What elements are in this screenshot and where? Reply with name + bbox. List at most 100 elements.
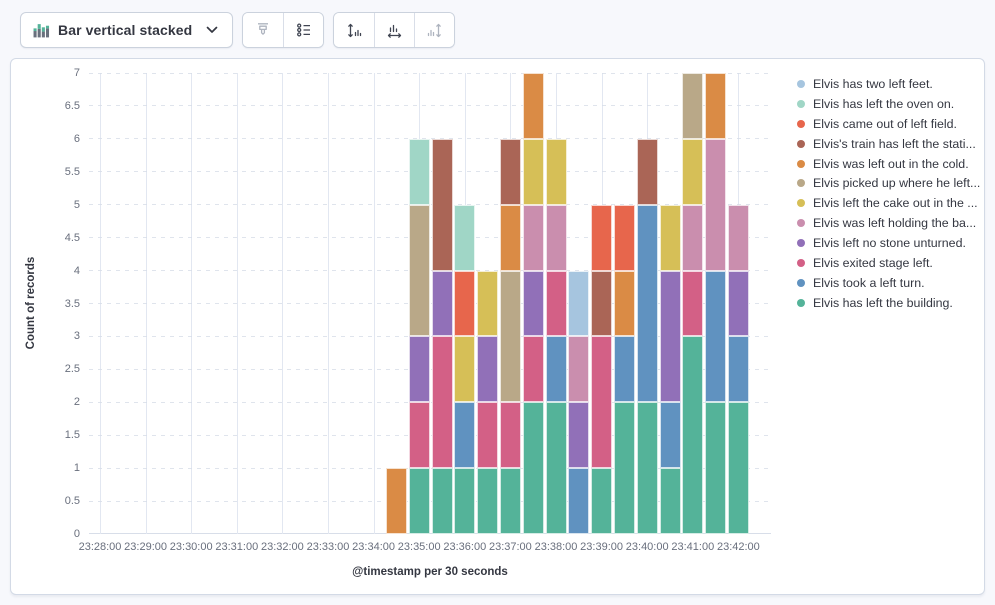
bar-segment[interactable]	[477, 336, 499, 403]
bar-segment[interactable]	[431, 138, 453, 271]
bar-segment[interactable]	[454, 270, 476, 337]
bar-segment[interactable]	[659, 468, 681, 534]
bar-segment[interactable]	[477, 270, 499, 337]
bar-segment[interactable]	[408, 204, 430, 337]
bar-segment[interactable]	[705, 402, 727, 534]
y-gridline	[89, 171, 771, 173]
visual-options-button[interactable]	[243, 13, 284, 47]
legend-label: Elvis exited stage left.	[813, 255, 933, 270]
legend-item[interactable]: Elvis's train has left the stati...	[785, 134, 980, 154]
bar-segment[interactable]	[499, 402, 521, 469]
right-axis-button[interactable]	[414, 13, 455, 47]
legend-item[interactable]: Elvis exited stage left.	[785, 253, 980, 273]
bar-segment[interactable]	[408, 402, 430, 469]
bar-segment[interactable]	[659, 270, 681, 403]
bar-segment[interactable]	[522, 73, 544, 139]
legend-item[interactable]: Elvis has left the oven on.	[785, 94, 980, 114]
y-gridline	[89, 368, 771, 370]
bar-segment[interactable]	[705, 138, 727, 271]
bar-segment[interactable]	[545, 336, 567, 403]
bar-segment[interactable]	[613, 270, 635, 337]
bar-segment[interactable]	[408, 468, 430, 534]
legend-item[interactable]: Elvis left the cake out in the ...	[785, 193, 980, 213]
legend-item[interactable]: Elvis picked up where he left...	[785, 173, 980, 193]
bar-segment[interactable]	[682, 138, 704, 205]
bar-segment[interactable]	[727, 336, 749, 403]
bar-segment[interactable]	[682, 270, 704, 337]
bar-segment[interactable]	[477, 402, 499, 469]
bar-segment[interactable]	[659, 402, 681, 469]
legend-settings-button[interactable]	[283, 13, 324, 47]
bar-segment[interactable]	[477, 468, 499, 534]
bar-segment[interactable]	[454, 468, 476, 534]
bar-segment[interactable]	[522, 204, 544, 271]
bar-segment[interactable]	[499, 270, 521, 403]
bar-segment[interactable]	[636, 204, 658, 403]
legend-item[interactable]: Elvis left no stone unturned.	[785, 233, 980, 253]
legend-item[interactable]: Elvis came out of left field.	[785, 114, 980, 134]
bar-segment[interactable]	[385, 468, 407, 534]
bar-segment[interactable]	[613, 204, 635, 271]
bar-segment[interactable]	[568, 468, 590, 534]
bar-segment[interactable]	[522, 270, 544, 337]
chart-toolbar: Bar vertical stacked	[20, 12, 456, 48]
bar-segment[interactable]	[727, 204, 749, 271]
legend-color-dot	[797, 298, 805, 307]
bar-segment[interactable]	[613, 336, 635, 403]
y-gridline	[89, 401, 771, 403]
bar-segment[interactable]	[499, 138, 521, 205]
bar-segment[interactable]	[705, 270, 727, 403]
bar-segment[interactable]	[522, 336, 544, 403]
bar-segment[interactable]	[408, 336, 430, 403]
bar-segment[interactable]	[727, 402, 749, 534]
legend-color-dot	[797, 239, 805, 248]
bar-segment[interactable]	[522, 138, 544, 205]
bar-segment[interactable]	[705, 73, 727, 139]
bar-segment[interactable]	[682, 73, 704, 139]
x-tick-label: 23:41:00	[671, 541, 715, 553]
chart-type-dropdown[interactable]: Bar vertical stacked	[20, 12, 234, 48]
bar-segment[interactable]	[568, 336, 590, 403]
bar-segment[interactable]	[499, 468, 521, 534]
bar-segment[interactable]	[454, 402, 476, 469]
legend-label: Elvis left no stone unturned.	[813, 236, 966, 251]
bar-segment[interactable]	[545, 204, 567, 271]
bar-segment[interactable]	[613, 402, 635, 534]
bar-segment[interactable]	[636, 402, 658, 534]
bar-segment[interactable]	[568, 402, 590, 469]
bar-segment[interactable]	[431, 468, 453, 534]
bar-segment[interactable]	[659, 204, 681, 271]
bar-segment[interactable]	[727, 270, 749, 337]
legend-item[interactable]: Elvis was left out in the cold.	[785, 154, 980, 174]
bar-segment[interactable]	[591, 468, 613, 534]
bar-segment[interactable]	[682, 336, 704, 534]
bar-segment[interactable]	[545, 138, 567, 205]
bar-segment[interactable]	[431, 270, 453, 337]
bar-segment[interactable]	[522, 402, 544, 534]
bar-segment[interactable]	[682, 204, 704, 271]
y-tick-label: 3	[73, 330, 80, 343]
y-tick-label: 4	[73, 264, 80, 277]
bar-segment[interactable]	[545, 402, 567, 534]
bar-segment[interactable]	[568, 270, 590, 337]
bar-segment[interactable]	[431, 336, 453, 469]
legend-item[interactable]: Elvis was left holding the ba...	[785, 213, 980, 233]
y-tick-label: 6	[73, 132, 80, 145]
bar-segment[interactable]	[545, 270, 567, 337]
y-gridline	[89, 237, 771, 239]
legend-item[interactable]: Elvis took a left turn.	[785, 273, 980, 293]
legend-item[interactable]: Elvis has two left feet.	[785, 74, 980, 94]
left-axis-button[interactable]	[334, 13, 375, 47]
bar-segment[interactable]	[454, 336, 476, 403]
bar-segment[interactable]	[408, 138, 430, 205]
legend-item[interactable]: Elvis has left the building.	[785, 293, 980, 313]
bar-segment[interactable]	[591, 204, 613, 271]
y-gridline	[89, 500, 771, 502]
bottom-axis-button[interactable]	[374, 13, 415, 47]
bar-segment[interactable]	[591, 336, 613, 469]
bar-segment[interactable]	[454, 204, 476, 271]
bar-segment[interactable]	[636, 138, 658, 205]
bar-segment[interactable]	[499, 204, 521, 271]
bar-segment[interactable]	[591, 270, 613, 337]
axis-left-icon	[346, 22, 363, 39]
